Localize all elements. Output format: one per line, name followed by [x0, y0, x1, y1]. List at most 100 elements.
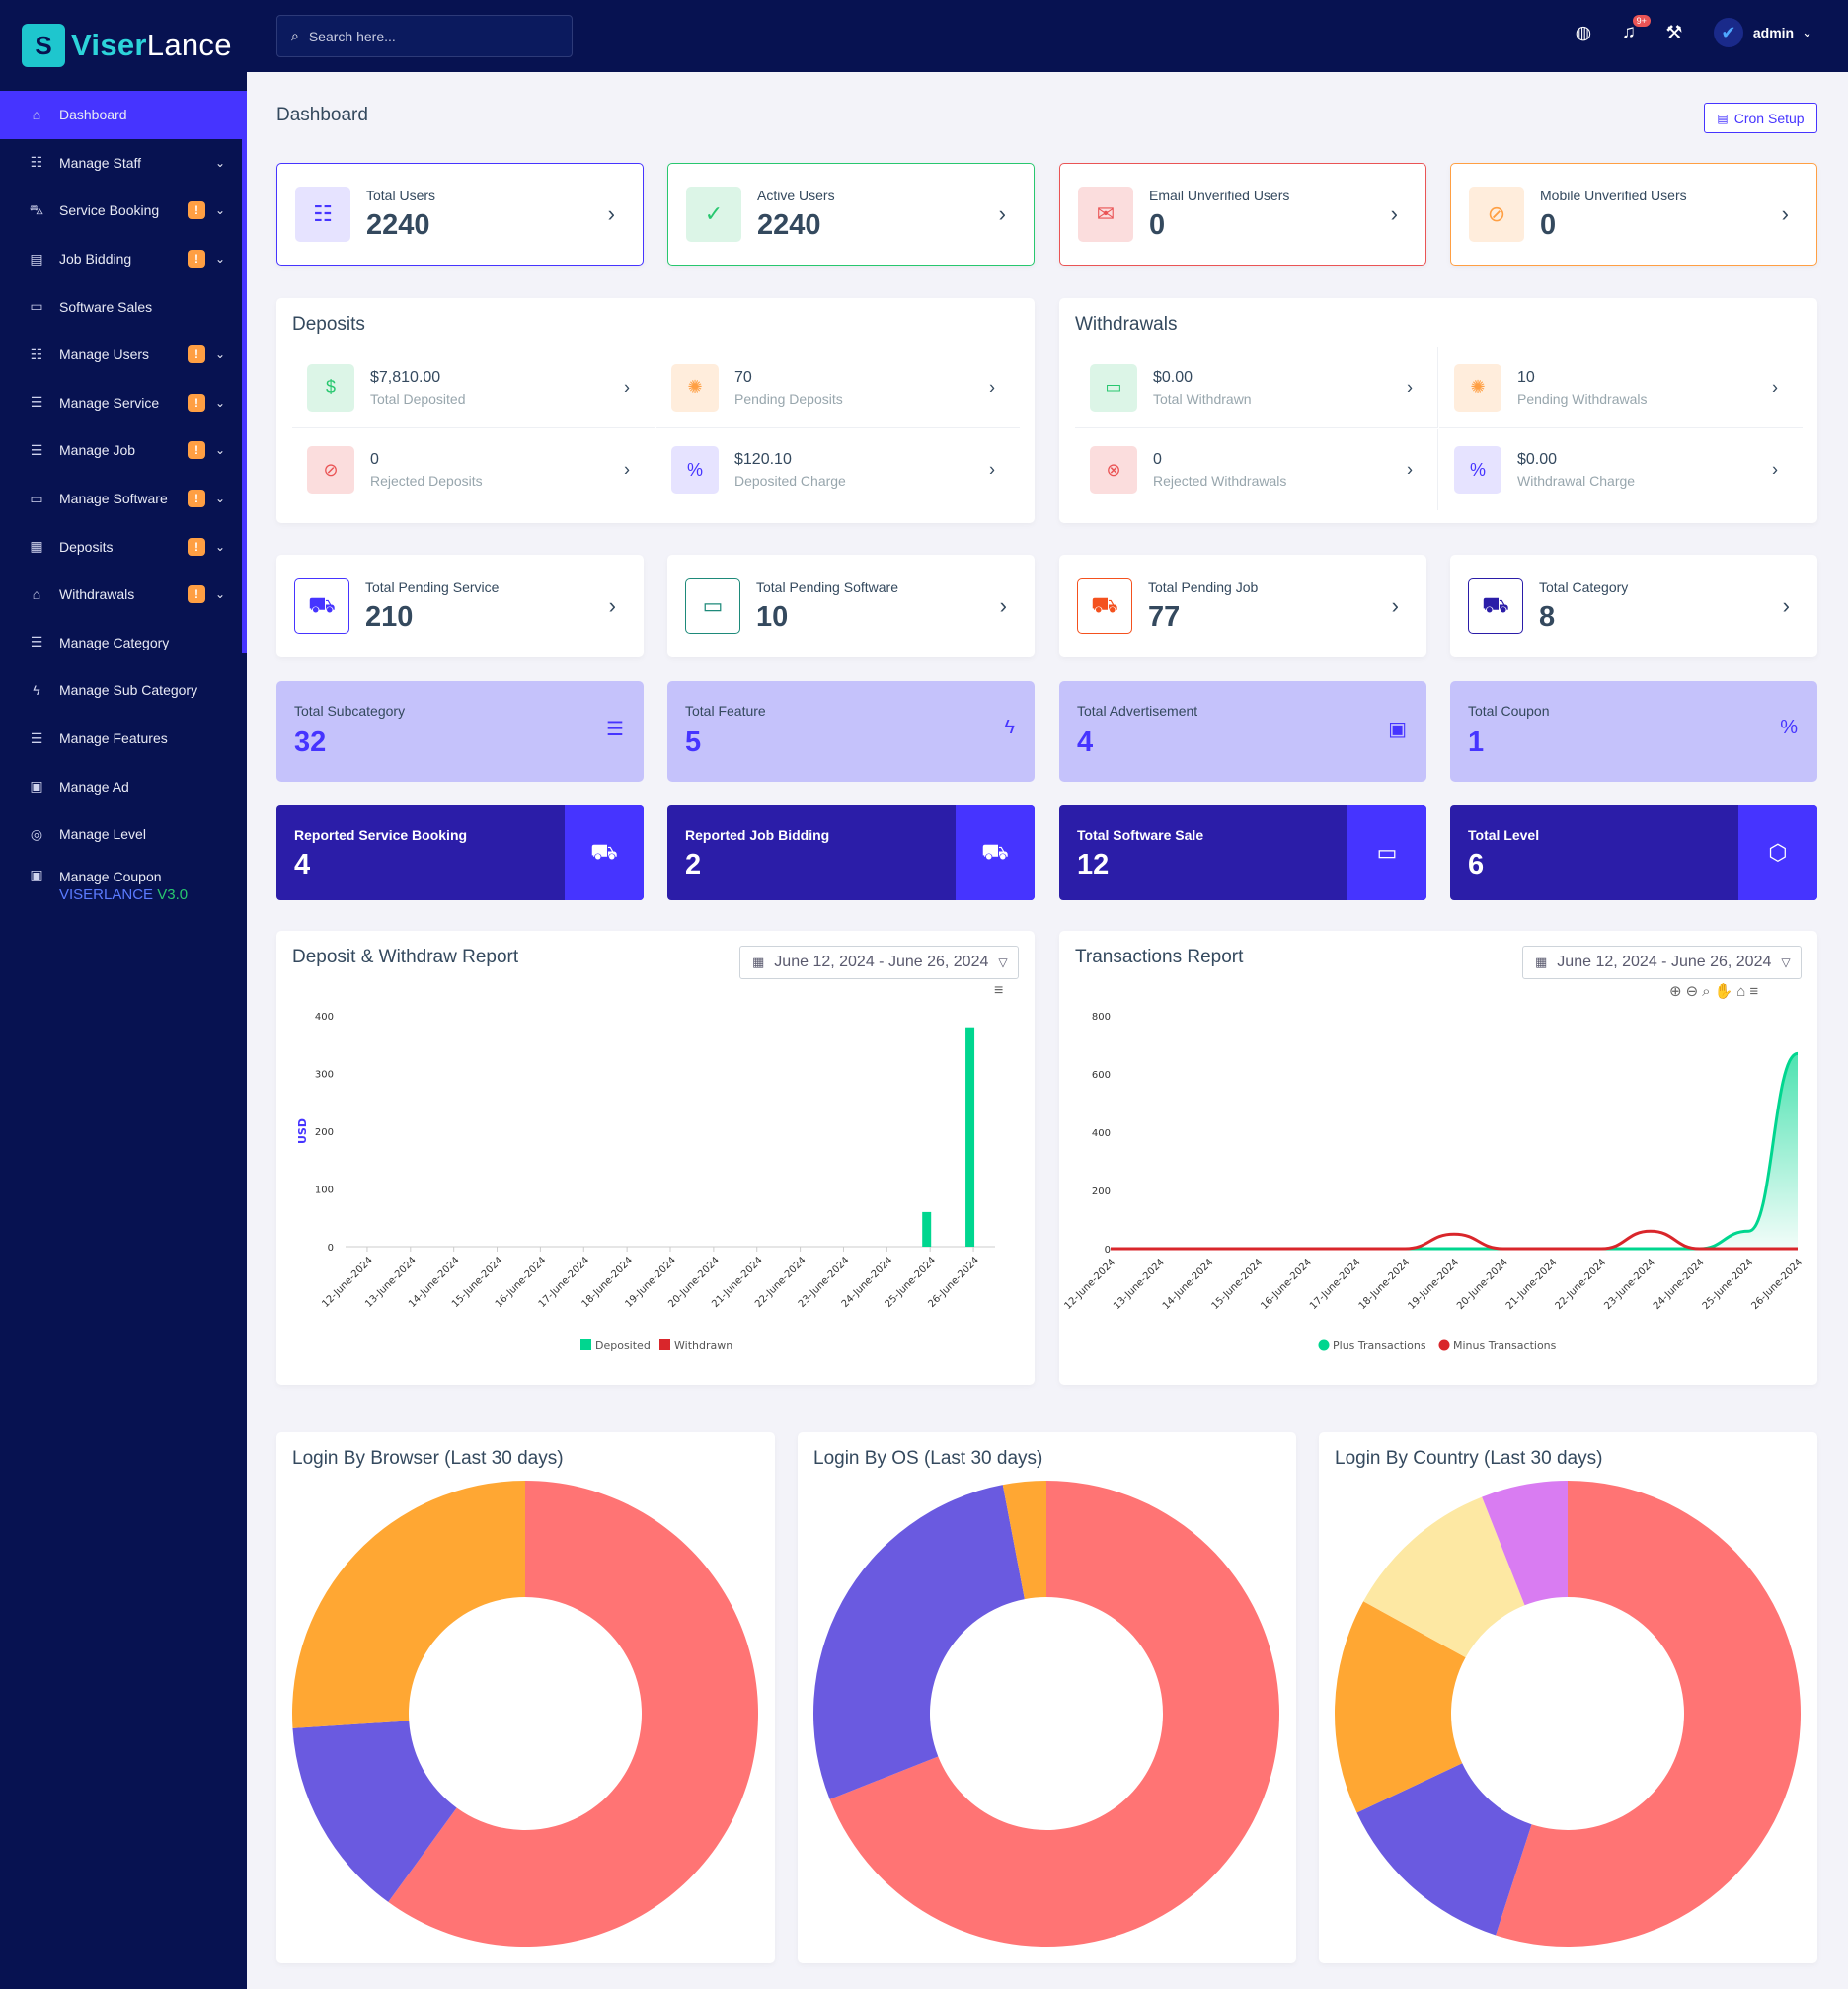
chevron-right-icon[interactable]: ›	[1407, 377, 1413, 397]
chevron-right-icon[interactable]: ›	[989, 459, 995, 480]
sidebar-item-service-booking[interactable]: ⛍ Service Booking! ⌄	[0, 187, 247, 235]
legend-label[interactable]: Deposited	[595, 1339, 651, 1352]
widget-total-pending-software[interactable]: ▭ Total Pending Software 10 ›	[667, 555, 1035, 657]
chart-menu-icon[interactable]: ≡	[994, 982, 1004, 999]
pan-icon[interactable]: ✋	[1714, 983, 1737, 1000]
line-minus-transactions[interactable]	[1111, 1229, 1798, 1251]
chevron-right-icon[interactable]: ›	[624, 377, 630, 397]
pie-slice[interactable]	[813, 1485, 1025, 1799]
legend-label[interactable]: Minus Transactions	[1453, 1339, 1557, 1352]
bar-deposited[interactable]	[922, 1211, 932, 1247]
sidebar-item-manage-job[interactable]: ☰ Manage Job! ⌄	[0, 426, 247, 475]
widget-total-users[interactable]: ☷ Total Users 2240 ›	[276, 163, 644, 266]
withdrawals-item-rejected-withdrawals[interactable]: ⊗ 0 Rejected Withdrawals ›	[1075, 429, 1438, 510]
sidebar-scrollbar[interactable]	[242, 91, 247, 653]
version-number: V3.0	[157, 886, 189, 903]
chevron-right-icon[interactable]: ›	[998, 201, 1006, 226]
reset-home-icon[interactable]: ⌂	[1736, 983, 1750, 1000]
widget-reported-service-booking[interactable]: Reported Service Booking 4 ⛟	[276, 805, 644, 900]
transactions-date-range-picker[interactable]: ▦ June 12, 2024 - June 26, 2024 ▽	[1522, 946, 1802, 979]
x-tick-label: 18-June-2024	[1357, 1257, 1413, 1312]
pie-slice[interactable]	[1496, 1481, 1802, 1947]
pie-slice[interactable]	[292, 1721, 457, 1902]
pie-slice[interactable]	[1002, 1481, 1046, 1600]
deposits-item-deposited-charge[interactable]: % $120.10 Deposited Charge ›	[656, 429, 1020, 510]
sidebar-item-manage-coupon[interactable]: ▣ Manage Coupon	[0, 859, 247, 884]
widget-total-category[interactable]: ⛟ Total Category 8 ›	[1450, 555, 1817, 657]
deposits-item-rejected-deposits[interactable]: ⊘ 0 Rejected Deposits ›	[292, 429, 655, 510]
bar-deposited[interactable]	[965, 1027, 975, 1247]
cron-setup-button[interactable]: ▤ Cron Setup	[1704, 103, 1817, 133]
sidebar-item-manage-features[interactable]: ☰ Manage Features	[0, 715, 247, 763]
line-plus-transactions[interactable]	[1111, 1051, 1799, 1251]
chevron-right-icon[interactable]: ›	[607, 201, 615, 226]
widget-total-advertisement[interactable]: Total Advertisement 4 ▣	[1059, 681, 1426, 782]
sidebar-item-manage-service[interactable]: ☰ Manage Service! ⌄	[0, 379, 247, 427]
zoom-in-icon[interactable]: ⊕	[1669, 983, 1686, 1000]
sidebar-item-manage-staff[interactable]: ☷ Manage Staff ⌄	[0, 139, 247, 188]
chevron-right-icon[interactable]: ›	[1390, 201, 1398, 226]
sidebar-item-manage-ad[interactable]: ▣ Manage Ad	[0, 762, 247, 810]
deposits-item-total-deposited[interactable]: $ $7,810.00 Total Deposited ›	[292, 347, 655, 428]
chevron-right-icon[interactable]: ›	[624, 459, 630, 480]
chevron-right-icon[interactable]: ›	[989, 377, 995, 397]
widget-total-software-sale[interactable]: Total Software Sale 12 ▭	[1059, 805, 1426, 900]
sidebar-item-withdrawals[interactable]: ⌂ Withdrawals! ⌄	[0, 571, 247, 619]
widget-total-subcategory[interactable]: Total Subcategory 32 ☰	[276, 681, 644, 782]
widget-total-pending-service[interactable]: ⛟ Total Pending Service 210 ›	[276, 555, 644, 657]
chevron-right-icon[interactable]: ›	[1772, 459, 1778, 480]
pie-slice[interactable]	[1363, 1496, 1525, 1658]
pie-slice[interactable]	[388, 1481, 758, 1947]
widget-mobile-unverified-users[interactable]: ⊘ Mobile Unverified Users 0 ›	[1450, 163, 1817, 266]
widget-total-coupon[interactable]: Total Coupon 1%	[1450, 681, 1817, 782]
list-icon: ☰	[30, 394, 43, 411]
sidebar-item-job-bidding[interactable]: ▤ Job Bidding! ⌄	[0, 235, 247, 283]
pie-slice[interactable]	[1482, 1481, 1568, 1606]
sidebar-item-manage-category[interactable]: ☰ Manage Category	[0, 619, 247, 667]
withdrawals-item-total-withdrawn[interactable]: ▭ $0.00 Total Withdrawn ›	[1075, 347, 1438, 428]
widget-value: 0	[1149, 208, 1166, 241]
bell-icon[interactable]: ♫ 9+	[1617, 15, 1651, 44]
pie-slice[interactable]	[292, 1481, 525, 1728]
brand-logo[interactable]: S ViserLance	[0, 0, 247, 91]
sidebar-item-manage-sub-category[interactable]: ϟ Manage Sub Category	[0, 666, 247, 715]
chevron-right-icon[interactable]: ›	[608, 593, 616, 618]
globe-icon[interactable]: ◍	[1575, 22, 1592, 43]
chevron-right-icon[interactable]: ›	[999, 593, 1007, 618]
chevron-right-icon[interactable]: ›	[1407, 459, 1413, 480]
withdrawals-item-pending-withdrawals[interactable]: ✺ 10 Pending Withdrawals ›	[1439, 347, 1803, 428]
wrench-icon[interactable]: ⚒	[1665, 22, 1683, 43]
widget-total-pending-job[interactable]: ⛟ Total Pending Job 77 ›	[1059, 555, 1426, 657]
sidebar-item-deposits[interactable]: ▦ Deposits! ⌄	[0, 522, 247, 571]
widget-total-level[interactable]: Total Level 6 ⬡	[1450, 805, 1817, 900]
sidebar-item-manage-level[interactable]: ◎ Manage Level	[0, 810, 247, 859]
zoom-select-icon[interactable]: ⌕	[1702, 983, 1715, 1000]
chevron-right-icon[interactable]: ›	[1782, 593, 1790, 618]
item-value: 10	[1517, 368, 1535, 386]
pie-slice[interactable]	[829, 1481, 1279, 1947]
sidebar-item-manage-users[interactable]: ☷ Manage Users! ⌄	[0, 331, 247, 379]
zoom-out-icon[interactable]: ⊖	[1685, 983, 1703, 1000]
pie-slice[interactable]	[1356, 1763, 1532, 1936]
deposit-date-range-picker[interactable]: ▦ June 12, 2024 - June 26, 2024 ▽	[739, 946, 1019, 979]
sidebar-item-manage-software[interactable]: ▭ Manage Software! ⌄	[0, 475, 247, 523]
widget-email-unverified-users[interactable]: ✉ Email Unverified Users 0 ›	[1059, 163, 1426, 266]
chart-menu-icon[interactable]: ≡	[1749, 983, 1763, 1000]
bolt-icon: ϟ	[33, 682, 40, 699]
legend-label[interactable]: Plus Transactions	[1333, 1339, 1426, 1352]
admin-menu[interactable]: ✔ admin ⌄	[1713, 18, 1812, 47]
widget-total-feature[interactable]: Total Feature 5 ϟ	[667, 681, 1035, 782]
sidebar-item-software-sales[interactable]: ▭ Software Sales	[0, 282, 247, 331]
search-input[interactable]: ⌕ Search here...	[276, 15, 573, 57]
pie-slice[interactable]	[1335, 1601, 1466, 1813]
sidebar-item-dashboard[interactable]: ⌂ Dashboard	[0, 91, 247, 139]
withdrawals-item-withdrawal-charge[interactable]: % $0.00 Withdrawal Charge ›	[1439, 429, 1803, 510]
chevron-right-icon[interactable]: ›	[1781, 201, 1789, 226]
chevron-right-icon[interactable]: ›	[1772, 377, 1778, 397]
widget-reported-job-bidding[interactable]: Reported Job Bidding 2 ⛟	[667, 805, 1035, 900]
widget-active-users[interactable]: ✓ Active Users 2240 ›	[667, 163, 1035, 266]
legend-label[interactable]: Withdrawn	[674, 1339, 732, 1352]
chevron-right-icon[interactable]: ›	[1391, 593, 1399, 618]
deposits-item-pending-deposits[interactable]: ✺ 70 Pending Deposits ›	[656, 347, 1020, 428]
sidebar-item-label: Manage Features	[59, 730, 168, 747]
